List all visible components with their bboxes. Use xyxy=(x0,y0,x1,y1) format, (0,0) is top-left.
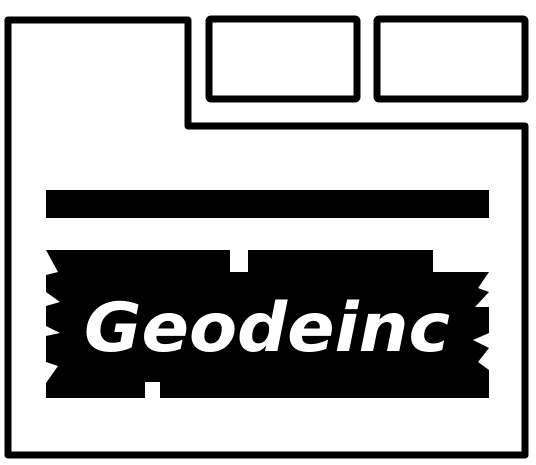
window-frame xyxy=(4,16,529,459)
torn-banner xyxy=(46,250,489,398)
brand-wordmark: Geodeinc xyxy=(84,289,450,368)
window-box-right xyxy=(373,15,529,103)
window-box-left xyxy=(205,15,361,103)
horizontal-bar xyxy=(46,190,489,218)
